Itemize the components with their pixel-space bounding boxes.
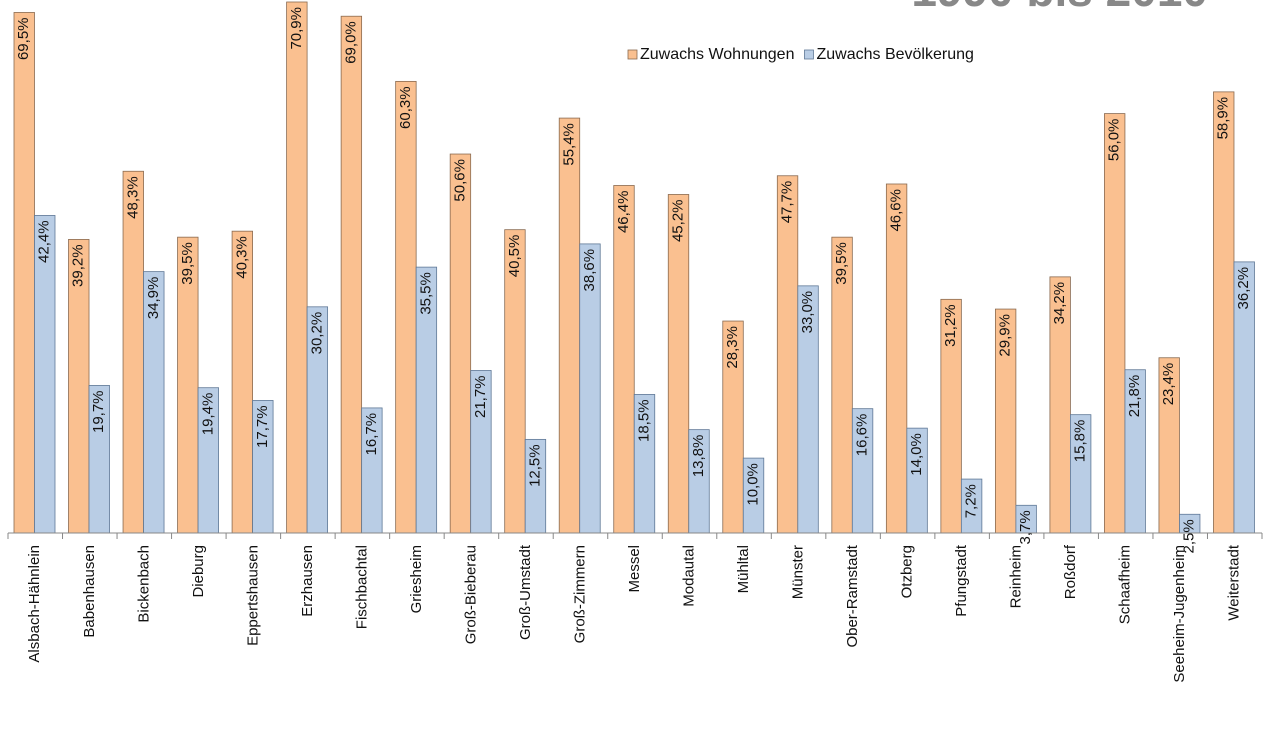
value-label: 2,5% [1181, 519, 1198, 553]
x-tick-label: Groß-Zimmern [571, 545, 588, 643]
value-label: 40,3% [233, 236, 250, 279]
value-label: 7,2% [963, 484, 980, 518]
legend-label: Zuwachs Wohnungen [640, 46, 794, 63]
value-label: 14,0% [908, 433, 925, 476]
value-label: 28,3% [724, 326, 741, 369]
value-label: 47,7% [779, 181, 796, 224]
legend-swatch [804, 49, 814, 60]
value-label: 3,7% [1017, 510, 1034, 544]
x-tick-label: Modautal [680, 545, 697, 607]
value-label: 17,7% [254, 405, 271, 448]
bar [613, 185, 635, 534]
value-label: 16,6% [854, 414, 871, 457]
x-tick-label: Griesheim [408, 545, 425, 613]
bar [1213, 91, 1235, 534]
value-label: 60,3% [397, 86, 414, 129]
x-tick-label: Alsbach-Hähnlein [26, 545, 43, 663]
x-tick-label: Seeheim-Jugenheim [1171, 545, 1188, 683]
bar [558, 117, 581, 534]
value-label: 30,2% [308, 312, 325, 355]
value-label: 21,8% [1126, 375, 1143, 418]
bar [667, 194, 690, 534]
value-label: 45,2% [669, 199, 686, 242]
value-label: 42,4% [36, 220, 53, 263]
value-label: 36,2% [1235, 267, 1252, 310]
value-label: 69,5% [15, 17, 32, 60]
x-tick-label: Fischbachtal [353, 545, 370, 629]
value-label: 39,5% [833, 242, 850, 285]
bar [1104, 113, 1126, 534]
x-tick-label: Münster [790, 545, 807, 599]
x-tick-label: Erzhausen [299, 545, 316, 617]
value-label: 50,6% [451, 159, 468, 202]
x-tick-label: Weiterstadt [1226, 544, 1243, 620]
value-label: 34,2% [1051, 282, 1068, 325]
value-label: 70,9% [288, 7, 305, 50]
value-label: 33,0% [799, 291, 816, 334]
value-label: 46,4% [615, 190, 632, 233]
value-label: 40,5% [506, 235, 523, 278]
value-label: 19,7% [90, 390, 107, 433]
x-tick-label: Ober-Ramstadt [844, 544, 861, 647]
value-label: 48,3% [124, 176, 141, 219]
value-label: 23,4% [1160, 363, 1177, 406]
bar [122, 170, 144, 534]
value-label: 19,4% [199, 393, 216, 436]
legend-label: Zuwachs Bevölkerung [816, 46, 973, 63]
value-label: 39,5% [179, 242, 196, 285]
x-tick-label: Roßdorf [1062, 544, 1079, 599]
value-label: 31,2% [942, 304, 959, 347]
value-label: 55,4% [560, 123, 577, 166]
bar [395, 80, 417, 534]
value-label: 13,8% [690, 435, 707, 478]
bar [13, 12, 35, 534]
value-label: 46,6% [888, 189, 905, 232]
x-tick-label: Mühltal [735, 545, 752, 593]
bar [286, 1, 308, 534]
value-label: 35,5% [417, 272, 434, 315]
value-label: 29,9% [997, 314, 1014, 357]
legend-swatch [627, 49, 638, 60]
x-tick-label: Pfungstadt [953, 544, 970, 617]
x-tick-label: Bickenbach [135, 545, 152, 623]
x-tick-label: Groß-Umstadt [517, 544, 534, 640]
value-label: 10,0% [745, 463, 762, 506]
value-label: 16,7% [363, 413, 380, 456]
bar [340, 15, 363, 534]
value-label: 38,6% [581, 249, 598, 292]
x-tick-label: Babenhausen [81, 545, 98, 638]
x-tick-label: Schaafheim [1117, 545, 1134, 624]
value-label: 18,5% [635, 399, 652, 442]
value-label: 12,5% [526, 444, 543, 487]
x-tick-label: Eppertshausen [244, 545, 261, 646]
bar [449, 153, 472, 534]
bar [885, 183, 908, 534]
value-label: 34,9% [145, 277, 162, 320]
value-label: 21,7% [472, 375, 489, 418]
x-tick-label: Otzberg [899, 545, 916, 598]
x-tick-label: Groß-Bieberau [462, 545, 479, 644]
value-label: 58,9% [1215, 97, 1232, 140]
value-label: 56,0% [1106, 119, 1123, 162]
value-label: 15,8% [1072, 420, 1089, 463]
x-tick-label: Dieburg [190, 545, 207, 598]
bar [776, 175, 799, 534]
chart-title: 1990 bis 2010 [911, 0, 1208, 16]
value-label: 69,0% [342, 21, 359, 64]
x-tick-label: Reinheim [1008, 545, 1025, 608]
value-label: 39,2% [70, 244, 87, 287]
x-tick-label: Messel [626, 545, 643, 593]
